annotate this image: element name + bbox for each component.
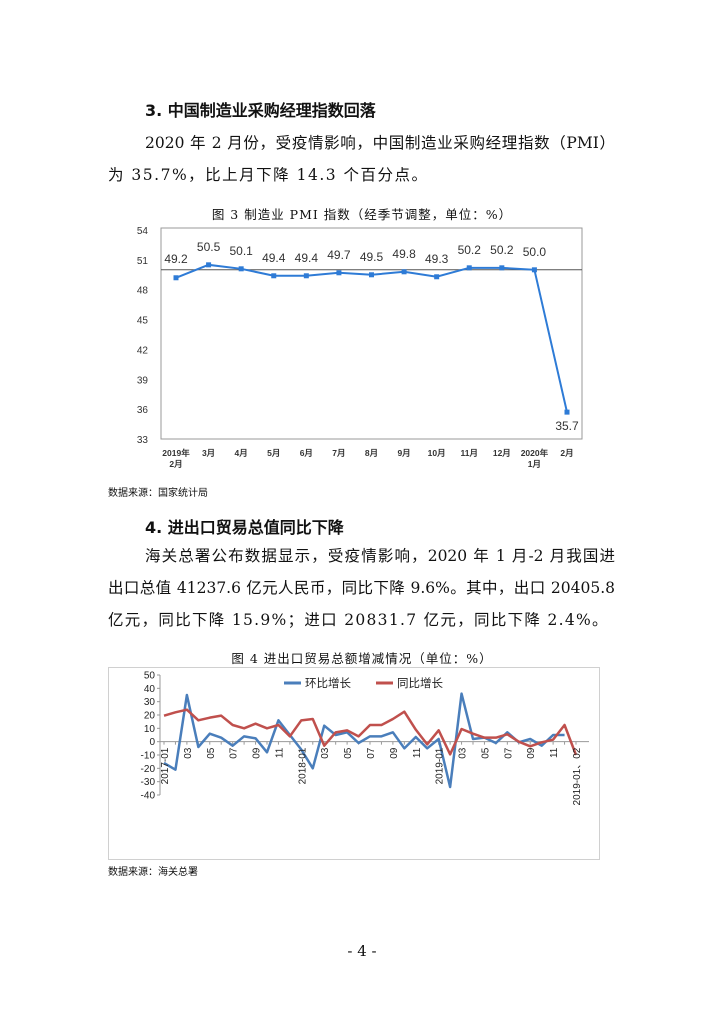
y-tick-label: 30 [144, 697, 156, 708]
x-tick-label: 4月 [235, 448, 248, 458]
section-4-heading: 4. 进出口贸易总值同比下降 [145, 518, 344, 537]
y-tick-label: 54 [137, 226, 149, 237]
legend-label: 同比增长 [397, 676, 443, 690]
x-tick-label: 9月 [397, 448, 410, 458]
trade-growth-line-chart: -40 -30 -20 -10 0 10 20 30 40 50 环比增长 同比增长 2017-01 03… [108, 667, 600, 860]
y-tick-label: 36 [137, 405, 149, 416]
data-label: 50.5 [197, 240, 221, 254]
data-label: 49.8 [392, 247, 416, 261]
legend-label: 环比增长 [305, 676, 351, 690]
paragraph-line: 海关总署公布数据显示，受疫情影响，2020 年 1 月-2 月我国进 [145, 547, 615, 565]
data-label: 50.0 [523, 245, 547, 259]
data-point [173, 275, 179, 281]
data-point [401, 269, 407, 275]
y-tick-label: 10 [144, 724, 156, 735]
y-tick-label: 20 [144, 711, 156, 722]
figure-4-caption: 图 4 进出口贸易总额增减情况（单位：%） [231, 651, 493, 666]
paragraph-line: 出口总值 41237.6 亿元人民币，同比下降 9.6%。其中，出口 20405… [108, 579, 615, 597]
x-tick-label: 11 [412, 747, 423, 758]
figure-4-source: 数据来源：海关总署 [108, 867, 198, 878]
y-tick-label: 48 [137, 286, 149, 297]
x-tick-label: 05 [480, 747, 491, 759]
y-tick-label: 39 [137, 375, 149, 386]
x-tick-label: 11 [274, 747, 285, 758]
data-point [499, 265, 505, 271]
data-point [271, 273, 277, 279]
y-tick-label: 45 [137, 316, 149, 327]
y-tick-label: 40 [144, 684, 156, 695]
x-tick-label: 1月 [528, 459, 541, 469]
figure-3-source: 数据来源：国家统计局 [108, 488, 208, 499]
y-tick-label: -20 [141, 764, 156, 775]
figure-3-caption: 图 3 制造业 PMI 指数（经季节调整，单位：%） [211, 207, 513, 222]
x-tick-label: 05 [343, 747, 354, 759]
x-tick-label: 09 [526, 747, 537, 759]
series-line-yoy [163, 708, 578, 756]
x-tick-label: 8月 [365, 448, 378, 458]
x-tick-label: 2018-01 [297, 747, 308, 784]
x-tick-label: 11 [549, 747, 560, 758]
data-label: 50.1 [229, 244, 253, 258]
y-tick-label: 0 [149, 737, 155, 748]
data-label: 49.4 [262, 251, 286, 265]
paragraph-line: 为 35.7%，比上月下降 14.3 个百分点。 [108, 166, 429, 184]
x-tick-label: 6月 [300, 448, 313, 458]
data-label: 50.2 [490, 243, 514, 257]
x-tick-label: 2019年 [162, 448, 190, 458]
x-tick-label: 5月 [267, 448, 280, 458]
data-point [531, 267, 537, 273]
y-tick-label: -40 [141, 791, 156, 802]
data-point [434, 274, 440, 280]
data-label: 49.4 [295, 251, 319, 265]
x-tick-label: 2月 [560, 448, 573, 458]
plot-area [160, 227, 583, 440]
page-number: - 4 - [347, 942, 377, 960]
pmi-line-chart: 333639424548515449.22019年2月50.53月50.14月4… [137, 226, 583, 469]
series-line-mom [163, 692, 565, 789]
y-tick-label: 42 [137, 345, 149, 356]
x-tick-label: 03 [183, 747, 194, 759]
y-tick-label: -10 [141, 751, 156, 762]
x-tick-label: 12月 [493, 448, 511, 458]
x-tick-label: 03 [458, 747, 469, 759]
data-point [238, 266, 244, 272]
x-tick-label: 2月 [169, 459, 182, 469]
paragraph-line: 亿元，同比下降 15.9%；进口 20831.7 亿元，同比下降 2.4%。 [108, 611, 609, 629]
data-label: 49.7 [327, 248, 351, 262]
x-tick-label: 11月 [461, 448, 479, 458]
data-label: 49.2 [164, 252, 188, 266]
x-tick-label: 09 [389, 747, 400, 759]
x-tick-label: 2017-01 [160, 747, 171, 784]
data-point [564, 409, 570, 415]
x-tick-label: 07 [229, 747, 240, 759]
section-3-heading: 3. 中国制造业采购经理指数回落 [145, 101, 376, 120]
data-point [336, 270, 342, 276]
data-label: 35.7 [555, 419, 579, 433]
x-tick-label: 03 [320, 747, 331, 759]
x-tick-label: 7月 [332, 448, 345, 458]
x-tick-label: 2020年 [521, 448, 549, 458]
x-tick-label: 2019-01 [435, 747, 446, 784]
y-tick-label: 51 [137, 256, 149, 267]
data-point [466, 265, 472, 271]
y-tick-label: 50 [144, 671, 156, 682]
y-tick-label: 33 [137, 435, 149, 446]
data-label: 49.5 [360, 250, 384, 264]
paragraph-line: 2020 年 2 月份，受疫情影响，中国制造业采购经理指数（PMI） [145, 134, 615, 152]
data-point [369, 272, 374, 278]
x-tick-label: 10月 [428, 448, 446, 458]
data-point [303, 273, 309, 279]
x-tick-label: 3月 [202, 448, 215, 458]
x-tick-label: 09 [252, 747, 263, 759]
x-tick-label: 05 [206, 747, 217, 759]
data-point [206, 262, 212, 268]
data-label: 49.3 [425, 252, 449, 266]
x-tick-label: 2019-01、02 [572, 747, 583, 805]
data-label: 50.2 [458, 243, 482, 257]
x-tick-label: 07 [503, 747, 514, 759]
x-tick-label: 07 [366, 747, 377, 759]
y-tick-label: -30 [141, 777, 156, 788]
